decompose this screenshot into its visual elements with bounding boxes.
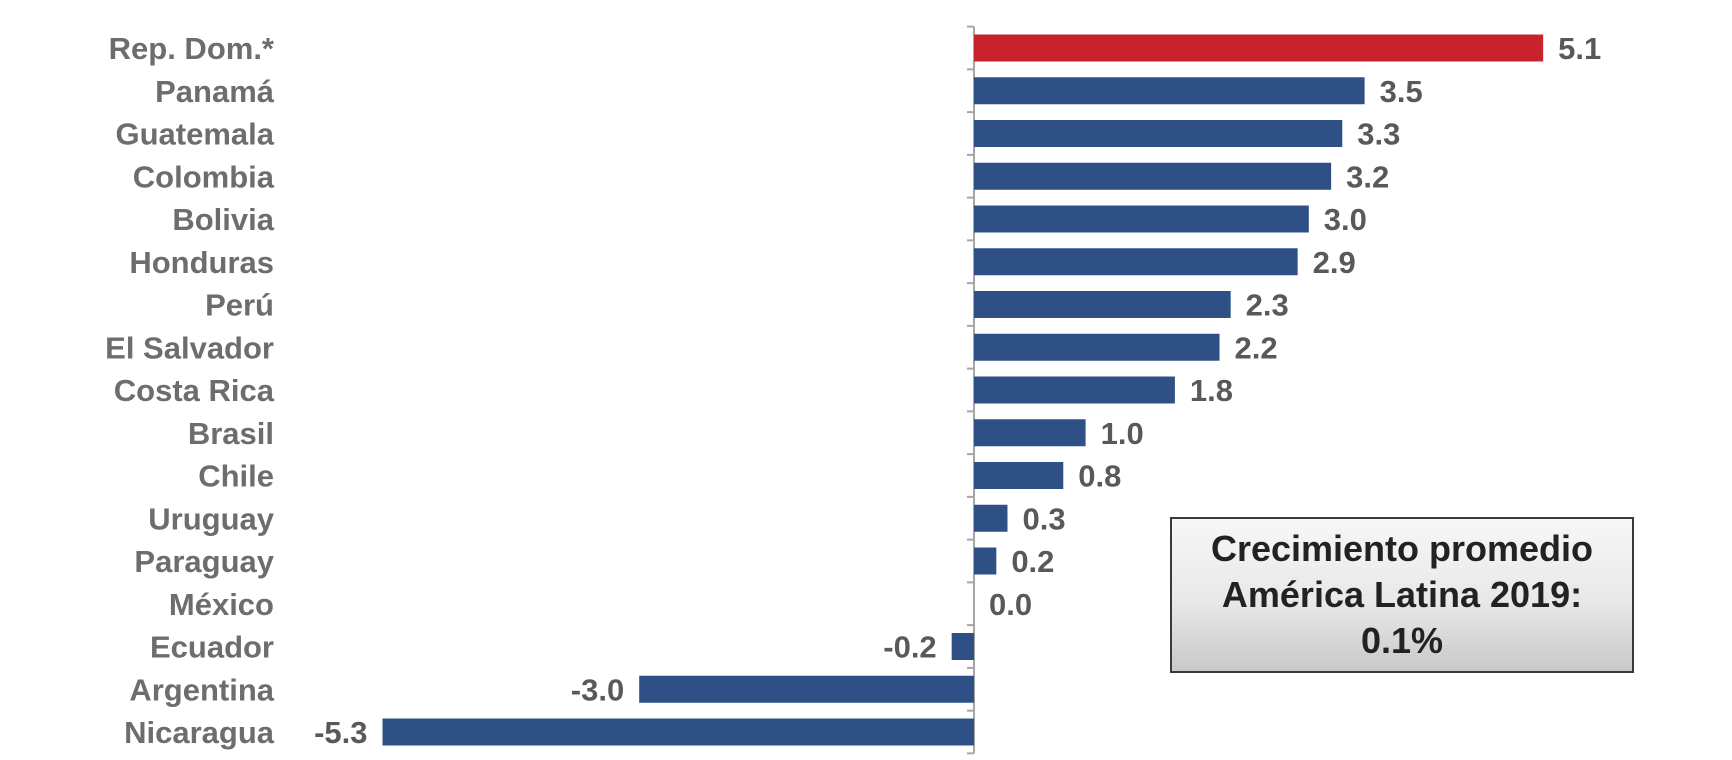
category-label-argentina: Argentina — [129, 672, 274, 707]
average-growth-value: 0.1% — [1360, 620, 1444, 661]
bar-peru — [974, 291, 1231, 318]
bar-costa-rica — [974, 376, 1175, 404]
bar-panama — [974, 77, 1365, 105]
bar-paraguay — [974, 547, 997, 575]
value-label-paraguay: 0.2 — [1011, 544, 1054, 579]
bar-ecuador — [951, 633, 974, 660]
bar-argentina — [639, 675, 974, 703]
bar-rep-dom — [974, 34, 1544, 62]
value-label-guatemala: 3.3 — [1357, 117, 1400, 152]
bar-nicaragua — [382, 718, 974, 746]
bar-el-salvador — [974, 333, 1220, 361]
value-label-costa-rica: 1.8 — [1190, 373, 1233, 408]
value-label-honduras: 2.9 — [1313, 245, 1356, 280]
value-label-bolivia: 3.0 — [1324, 202, 1367, 237]
category-label-brasil: Brasil — [188, 416, 274, 451]
average-growth-line-2: América Latina 2019: — [1221, 574, 1583, 615]
category-label-chile: Chile — [198, 459, 274, 494]
value-label-colombia: 3.2 — [1346, 159, 1389, 194]
category-label-peru: Perú — [205, 288, 274, 323]
value-label-brasil: 1.0 — [1101, 416, 1144, 451]
category-label-nicaragua: Nicaragua — [124, 715, 275, 750]
value-label-chile: 0.8 — [1078, 459, 1121, 494]
bar-brasil — [974, 419, 1086, 447]
value-label-panama: 3.5 — [1380, 74, 1423, 109]
category-label-mexico: México — [169, 587, 274, 622]
category-label-panama: Panamá — [155, 74, 275, 109]
category-label-rep-dom: Rep. Dom.* — [109, 31, 275, 66]
average-growth-line-1: Crecimiento promedio — [1210, 528, 1594, 569]
value-label-uruguay: 0.3 — [1022, 501, 1065, 536]
average-growth-box: Crecimiento promedio América Latina 2019… — [1170, 517, 1634, 673]
value-label-peru: 2.3 — [1246, 288, 1289, 323]
value-label-rep-dom: 5.1 — [1558, 31, 1601, 66]
bar-chile — [974, 462, 1064, 489]
category-label-honduras: Honduras — [129, 245, 274, 280]
category-label-guatemala: Guatemala — [115, 117, 274, 152]
bar-uruguay — [974, 504, 1008, 532]
bar-bolivia — [974, 205, 1309, 233]
bar-honduras — [974, 248, 1298, 276]
value-label-argentina: -3.0 — [571, 672, 624, 707]
category-label-bolivia: Bolivia — [172, 202, 274, 237]
category-label-uruguay: Uruguay — [148, 501, 275, 536]
value-label-el-salvador: 2.2 — [1235, 330, 1278, 365]
bar-colombia — [974, 162, 1332, 190]
category-label-paraguay: Paraguay — [134, 544, 274, 579]
value-label-ecuador: -0.2 — [883, 630, 936, 665]
value-label-mexico: 0.0 — [989, 587, 1032, 622]
value-label-nicaragua: -5.3 — [314, 715, 367, 750]
category-label-costa-rica: Costa Rica — [114, 373, 275, 408]
category-label-colombia: Colombia — [133, 159, 275, 194]
category-label-el-salvador: El Salvador — [105, 330, 274, 365]
bar-guatemala — [974, 120, 1343, 147]
category-label-ecuador: Ecuador — [150, 630, 274, 665]
